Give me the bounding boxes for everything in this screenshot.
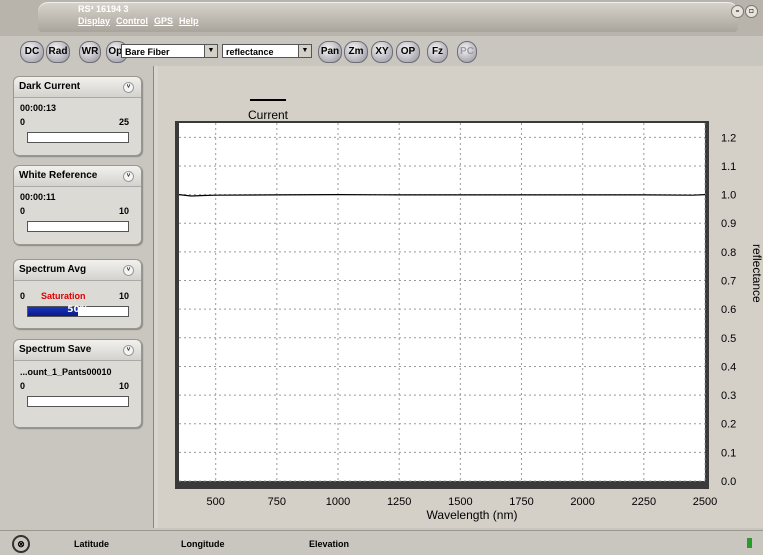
minimize-icon[interactable]: – xyxy=(731,5,744,18)
collapse-icon[interactable]: ˅ xyxy=(123,82,134,93)
spectrum-save-progress xyxy=(27,396,129,407)
series-line xyxy=(178,193,706,197)
dark-current-progress xyxy=(27,132,129,143)
menu-gps[interactable]: GPS xyxy=(154,16,174,26)
spectrum-save-filename: ...ount_1_Pants00010 xyxy=(20,367,112,377)
spectrum-save-range: 0 10 xyxy=(20,381,129,391)
fiber-select[interactable]: Bare Fiber ▼ xyxy=(121,44,218,58)
x-tick-label: 1500 xyxy=(448,496,472,508)
dark-current-range: 0 25 xyxy=(20,117,129,127)
y-tick-label: 0.1 xyxy=(721,447,736,459)
spectrum-avg-progress: 50% xyxy=(27,305,129,317)
white-reference-time: 00:00:11 xyxy=(20,192,56,202)
op-button[interactable]: OP xyxy=(396,41,420,63)
spectrum-save-panel: Spectrum Save ˅ ...ount_1_Pants00010 0 1… xyxy=(13,339,142,428)
legend-label: Current xyxy=(248,108,289,122)
x-tick-label: 750 xyxy=(268,496,286,508)
menu-control[interactable]: Control xyxy=(116,16,149,26)
menu-bar: Display Control GPS Help xyxy=(78,16,199,26)
saturation-label: Saturation xyxy=(41,291,86,301)
x-tick-label: 500 xyxy=(207,496,225,508)
x-tick-label: 2250 xyxy=(632,496,656,508)
wr-button[interactable]: WR xyxy=(79,41,101,63)
y-tick-label: 1.0 xyxy=(721,190,736,202)
collapse-icon[interactable]: ˅ xyxy=(123,171,134,182)
x-axis-label: Wavelength (nm) xyxy=(427,508,518,522)
x-tick-label: 2500 xyxy=(693,496,717,508)
sidebar: Dark Current ˅ 00:00:13 0 25 White Refer… xyxy=(0,66,152,528)
spectrum-chart[interactable]: 500 750 1000 1250 1500 1750 2000 2250 2500 0.0 0.1… xyxy=(158,66,763,528)
pan-button[interactable]: Pan xyxy=(318,41,342,63)
plot-background xyxy=(179,123,705,481)
title-tab xyxy=(38,2,738,32)
panel-header[interactable]: Dark Current ˅ xyxy=(14,77,141,98)
y-tick-label: 0.4 xyxy=(721,361,736,373)
y-tick-label: 0.8 xyxy=(721,247,736,259)
title-bar: RS³ 16194 3 Display Control GPS Help – ▫ xyxy=(0,0,763,36)
y-tick-label: 0.7 xyxy=(721,276,736,288)
pc-button[interactable]: PC xyxy=(457,41,477,63)
x-tick-label: 2000 xyxy=(570,496,594,508)
white-reference-range: 0 10 xyxy=(20,206,129,216)
latitude-label: Latitude xyxy=(74,539,109,549)
x-tick-label: 1750 xyxy=(509,496,533,508)
spectrum-avg-range: 0 Saturation 10 xyxy=(20,291,129,301)
elevation-label: Elevation xyxy=(309,539,350,549)
rad-button[interactable]: Rad xyxy=(46,41,70,63)
y-tick-label: 0.2 xyxy=(721,419,736,431)
x-tick-label: 1000 xyxy=(326,496,350,508)
app-title: RS³ 16194 3 xyxy=(78,4,129,14)
zoom-button[interactable]: Zm xyxy=(344,41,368,63)
white-reference-panel: White Reference ˅ 00:00:11 0 10 xyxy=(13,165,142,245)
panel-header[interactable]: White Reference ˅ xyxy=(14,166,141,187)
longitude-label: Longitude xyxy=(181,539,225,549)
dark-current-time: 00:00:13 xyxy=(20,103,57,113)
y-tick-label: 1.2 xyxy=(721,132,736,144)
panel-header[interactable]: Spectrum Avg ˅ xyxy=(14,260,141,281)
spectrum-avg-panel: Spectrum Avg ˅ 0 Saturation 10 50% xyxy=(13,259,142,329)
dark-current-panel: Dark Current ˅ 00:00:13 0 25 xyxy=(13,76,142,156)
chevron-down-icon[interactable]: ▼ xyxy=(298,45,311,57)
menu-help[interactable]: Help xyxy=(179,16,199,26)
y-tick-label: 0.0 xyxy=(721,476,736,488)
xy-button[interactable]: XY xyxy=(371,41,393,63)
maximize-icon[interactable]: ▫ xyxy=(745,5,758,18)
panel-header[interactable]: Spectrum Save ˅ xyxy=(14,340,141,361)
y-tick-label: 0.6 xyxy=(721,304,736,316)
status-bar: ⊗ Latitude Longitude Elevation xyxy=(0,530,763,555)
white-reference-progress xyxy=(27,221,129,232)
collapse-icon[interactable]: ˅ xyxy=(123,265,134,276)
progress-label: 50% xyxy=(67,305,89,315)
satellite-icon[interactable]: ⊗ xyxy=(12,535,30,553)
progress-fill xyxy=(28,307,78,316)
chart-area: 500 750 1000 1250 1500 1750 2000 2250 2500 0.0 0.1… xyxy=(158,66,763,528)
gps-indicator-icon xyxy=(747,538,752,548)
x-tick-label: 1250 xyxy=(387,496,411,508)
y-tick-label: 0.3 xyxy=(721,390,736,402)
y-tick-label: 0.5 xyxy=(721,333,736,345)
chevron-down-icon[interactable]: ▼ xyxy=(204,45,217,57)
dc-button[interactable]: DC xyxy=(20,41,44,63)
y-axis-label: reflectance xyxy=(750,244,763,303)
y-tick-label: 1.1 xyxy=(721,161,736,173)
fz-button[interactable]: Fz xyxy=(427,41,448,63)
collapse-icon[interactable]: ˅ xyxy=(123,345,134,356)
menu-display[interactable]: Display xyxy=(78,16,111,26)
y-tick-label: 0.9 xyxy=(721,218,736,230)
mode-select[interactable]: reflectance ▼ xyxy=(222,44,312,58)
toolbar: DC Rad WR Opt Bare Fiber ▼ reflectance ▼… xyxy=(0,38,763,96)
